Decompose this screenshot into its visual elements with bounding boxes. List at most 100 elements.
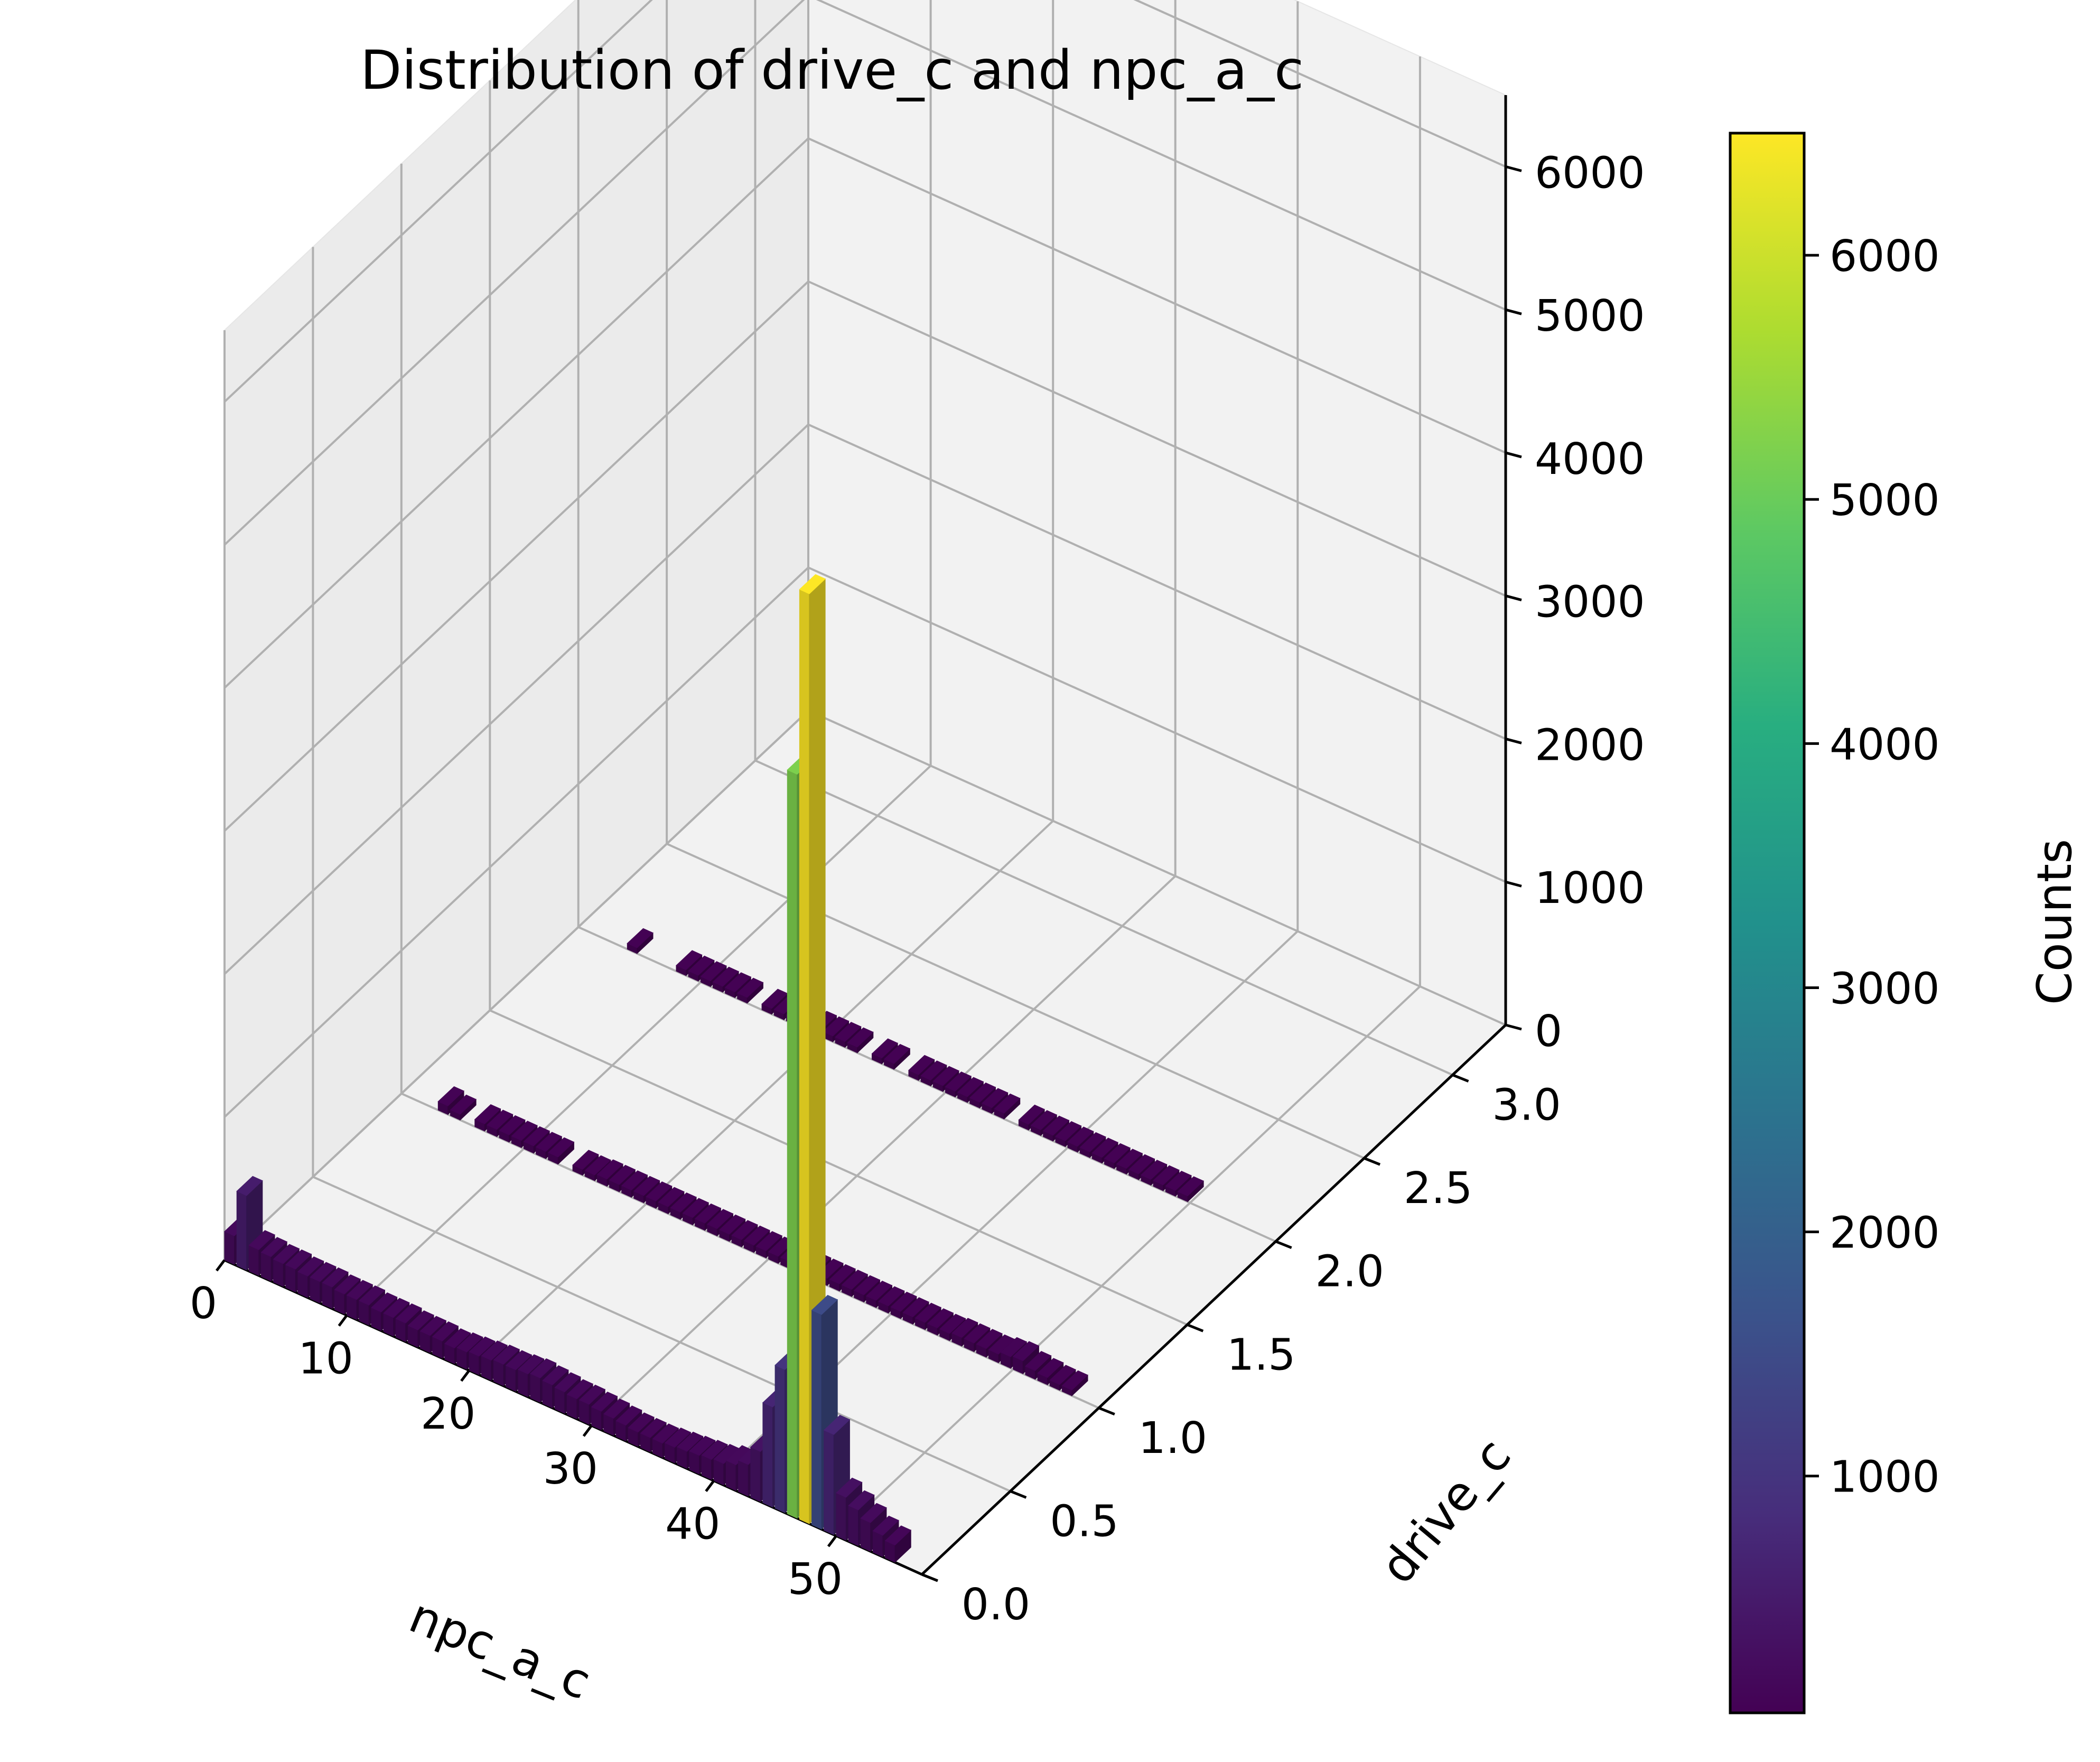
bar-top-face xyxy=(469,1336,496,1357)
bar-top-face xyxy=(474,1104,501,1124)
bar-top-face xyxy=(927,1308,954,1329)
bar-top-face xyxy=(755,1231,782,1251)
bar-top-face xyxy=(603,1399,630,1419)
bar-top-face xyxy=(1055,1121,1082,1141)
bar-front-face xyxy=(799,589,810,1524)
bar-top-face xyxy=(865,1281,893,1301)
bar-top-face xyxy=(578,1384,606,1405)
bar-top-face xyxy=(951,1318,978,1338)
bar-top-face xyxy=(456,1332,483,1353)
bar-front-face xyxy=(787,769,798,1519)
bar-top-face xyxy=(437,1086,464,1106)
z-gridline xyxy=(223,137,1506,689)
y-tick-label: 0.5 xyxy=(1050,1496,1118,1546)
y-tick-label: 2.5 xyxy=(1404,1163,1472,1214)
bar-top-face xyxy=(334,1274,361,1294)
bar-top-face xyxy=(701,1440,728,1460)
bar-top-face xyxy=(633,1176,660,1196)
bar xyxy=(884,1525,912,1563)
bar-top-face xyxy=(273,1244,300,1264)
x-tick-mark xyxy=(216,1259,226,1272)
x-tick-mark xyxy=(582,1424,593,1437)
bar-front-face xyxy=(738,1460,749,1497)
colorbar-tick-label: 2000 xyxy=(1830,1208,1940,1258)
bar-top-face xyxy=(920,1060,947,1081)
z-tick-mark xyxy=(1505,451,1522,459)
bar-top-face xyxy=(1049,1365,1076,1385)
bar-top-face xyxy=(487,1110,514,1130)
bar xyxy=(450,1094,477,1121)
bar-top-face xyxy=(1165,1171,1192,1191)
bar-top-face xyxy=(383,1298,410,1318)
bar-top-face xyxy=(969,1082,996,1103)
y-axis-line xyxy=(921,1024,1507,1575)
bar-top-face xyxy=(736,977,764,998)
tick-layer: 0 10 20 30 40 50 0.0 0.5 1.0 1.5 2.0 2.5 3.0 0 1000 200… xyxy=(190,148,1645,1630)
bar-top-face xyxy=(853,1275,881,1295)
bar-top-face xyxy=(976,1329,1003,1349)
bar-top-face xyxy=(1091,1138,1118,1158)
bar-top-face xyxy=(676,1431,704,1452)
y-tick-label: 2.0 xyxy=(1315,1247,1384,1297)
bar-top-face xyxy=(236,1176,263,1196)
z-tick-label: 3000 xyxy=(1535,577,1645,628)
z-gridline xyxy=(223,0,1506,403)
axes-panes xyxy=(223,0,1507,1575)
bar-top-face xyxy=(596,1159,623,1180)
bar-top-face xyxy=(914,1302,941,1323)
bar-top-face xyxy=(872,1515,899,1536)
x-tick-label: 0 xyxy=(190,1279,217,1329)
z-tick-label: 6000 xyxy=(1535,148,1645,198)
bar-top-face xyxy=(878,1286,905,1307)
bar-top-face xyxy=(1000,1337,1028,1357)
bar-top-face xyxy=(743,1225,770,1246)
bar-top-face xyxy=(609,1164,636,1185)
z-tick-mark xyxy=(1505,880,1522,888)
y-tick-mark xyxy=(1010,1490,1027,1499)
bar-top-face xyxy=(310,1262,337,1282)
bar-top-face xyxy=(481,1340,508,1361)
y-tick-label: 3.0 xyxy=(1492,1080,1561,1131)
bar-front-face xyxy=(774,1365,786,1513)
x-tick-mark xyxy=(827,1535,837,1547)
bar-top-face xyxy=(584,1155,611,1176)
bar-top-face xyxy=(371,1292,398,1312)
z-tick-mark xyxy=(1505,594,1522,602)
chart-title: Distribution of drive_c and npc_a_c xyxy=(360,39,1304,102)
bar-top-face xyxy=(689,1435,716,1456)
z-gridline xyxy=(223,566,1506,1118)
bar-front-face xyxy=(824,1430,834,1535)
z-gridline xyxy=(223,423,1506,975)
bar-top-face xyxy=(682,1198,709,1218)
bar-top-face xyxy=(523,1126,550,1146)
bar-top-face xyxy=(731,1220,758,1241)
colorbar-tick-label: 5000 xyxy=(1830,476,1940,526)
bar-top-face xyxy=(566,1379,593,1400)
y-tick-mark xyxy=(1098,1406,1115,1416)
bar-front-face xyxy=(273,1258,284,1287)
x-tick-label: 10 xyxy=(298,1334,353,1384)
bar-top-face xyxy=(395,1303,422,1323)
bar-top-face xyxy=(890,1291,917,1312)
bar xyxy=(883,1043,911,1070)
bar-top-face xyxy=(1153,1165,1180,1186)
bar-front-face xyxy=(261,1252,272,1282)
bar-top-face xyxy=(860,1503,887,1523)
bar-top-face xyxy=(1037,1358,1064,1378)
bar-top-face xyxy=(297,1256,324,1276)
bar-top-face xyxy=(694,1203,722,1224)
bar-top-face xyxy=(1061,1370,1088,1391)
x-tick-label: 40 xyxy=(665,1499,720,1550)
x-tick-mark xyxy=(460,1369,471,1382)
bar-top-face xyxy=(939,1313,966,1334)
z-gridline xyxy=(223,280,1506,832)
bar xyxy=(1061,1370,1088,1397)
bar-top-face xyxy=(1042,1115,1070,1136)
bar-top-face xyxy=(670,1192,697,1213)
bar-top-face xyxy=(511,1121,538,1141)
colorbar-gradient xyxy=(1729,132,1806,1714)
bar xyxy=(572,1150,599,1176)
bar-top-face xyxy=(535,1132,563,1152)
bar-top-face xyxy=(621,1170,648,1191)
